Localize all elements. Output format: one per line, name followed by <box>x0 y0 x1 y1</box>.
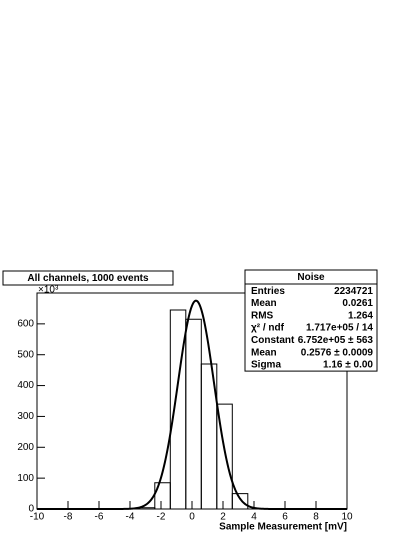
stats-label: χ² / ndf <box>251 323 285 334</box>
stats-value: 1.264 <box>348 310 373 321</box>
stats-value: 0.2576 ± 0.0009 <box>301 347 374 358</box>
histogram-bin <box>231 493 249 509</box>
x-tick-label: -2 <box>157 512 166 523</box>
fit-curve <box>37 299 347 510</box>
stats-value: 1.16 ± 0.00 <box>323 360 373 371</box>
x-tick-label: 8 <box>313 512 319 523</box>
y-exponent: ×10³ <box>38 285 59 296</box>
stats-label: Mean <box>251 298 277 309</box>
x-tick-label: -10 <box>30 512 45 523</box>
histogram-bin <box>185 318 202 509</box>
y-tick-label: 500 <box>17 349 34 360</box>
stats-box <box>244 269 378 372</box>
x-tick-label: 0 <box>189 512 195 523</box>
y-tick-label: 100 <box>17 473 34 484</box>
y-tick-label: 400 <box>17 380 34 391</box>
stats-value: 6.752e+05 ± 563 <box>298 335 374 346</box>
stats-value: 0.0261 <box>342 298 373 309</box>
x-tick-label: -6 <box>95 512 104 523</box>
x-tick-label: 2 <box>220 512 226 523</box>
y-tick-label: 200 <box>17 442 34 453</box>
stats-value: 2234721 <box>334 286 373 297</box>
y-tick-label: 0 <box>28 504 34 515</box>
x-tick-label: 6 <box>282 512 288 523</box>
y-tick-label: 300 <box>17 411 34 422</box>
x-axis-label: Sample Measurement [mV] <box>219 522 347 533</box>
chart-title: All channels, 1000 events <box>27 273 149 284</box>
stats-title: Noise <box>297 272 325 283</box>
y-tick-label: 600 <box>17 318 34 329</box>
title-box <box>2 270 174 286</box>
stats-label: Constant <box>251 335 295 346</box>
x-tick-label: 10 <box>341 512 353 523</box>
x-tick-label: -4 <box>126 512 135 523</box>
x-tick-label: -8 <box>64 512 73 523</box>
stats-value: 1.717e+05 / 14 <box>306 323 373 334</box>
stats-label: Entries <box>251 286 285 297</box>
stats-label: RMS <box>251 310 274 321</box>
x-tick-label: 4 <box>251 512 257 523</box>
histogram-bin <box>216 403 233 509</box>
stats-label: Mean <box>251 347 277 358</box>
stats-label: Sigma <box>251 360 281 371</box>
